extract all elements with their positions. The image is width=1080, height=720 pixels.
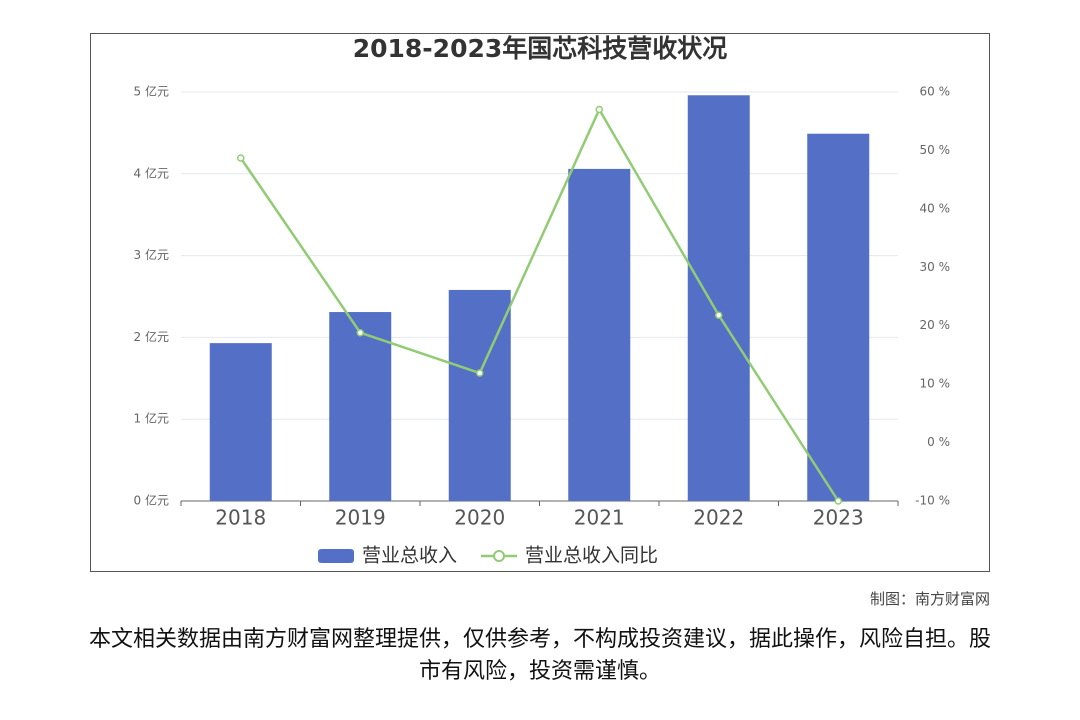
x-tick-label: 2023: [813, 506, 864, 530]
y-tick-label: 2 亿元: [134, 329, 169, 344]
y2-tick-label: 10 %: [920, 377, 951, 391]
y2-tick-label: 30 %: [920, 260, 951, 274]
bar: [329, 312, 392, 501]
x-tick-label: 2020: [454, 506, 505, 530]
y-tick-label: 3 亿元: [134, 247, 169, 262]
chart: 2018-2023年国芯科技营收状况 0 亿元 1 亿元 2 亿元 3 亿元 4 亿元 5…: [90, 33, 990, 572]
y2-tick-label: -10 %: [915, 494, 950, 508]
y2-tick-label: 20 %: [920, 318, 951, 332]
y2-tick-label: 50 %: [920, 143, 951, 157]
bar: [687, 95, 750, 501]
x-tick-label: 2018: [215, 506, 266, 530]
line-point: [356, 328, 364, 337]
y2-tick-label: 60 %: [920, 85, 951, 99]
chart-title: 2018-2023年国芯科技营收状况: [353, 34, 728, 63]
x-tick-label: 2022: [693, 506, 744, 530]
y-tick-label: 0 亿元: [134, 493, 169, 508]
line-point: [476, 369, 484, 377]
bar: [568, 168, 631, 501]
legend-label: 营业总收入同比: [525, 545, 658, 567]
line-point: [595, 105, 603, 114]
line-point: [237, 154, 245, 162]
y-tick-label: 1 亿元: [134, 411, 169, 426]
x-tick-label: 2021: [574, 506, 625, 530]
legend-swatch-point: [493, 550, 506, 562]
bar: [807, 133, 870, 501]
x-tick-label: 2019: [335, 506, 386, 530]
disclaimer: 本文相关数据由南方财富网整理提供，仅供参考，不构成投资建议，据此操作，风险自担。…: [88, 627, 991, 684]
source: 制图：南方财富网: [869, 590, 990, 608]
legend-swatch: [318, 549, 354, 563]
legend-label: 营业总收入: [362, 545, 457, 567]
bar: [209, 343, 272, 501]
y-tick-label: 4 亿元: [134, 165, 169, 180]
line-point: [834, 497, 842, 505]
line-point: [715, 311, 723, 319]
bar: [448, 289, 511, 501]
line: [239, 106, 840, 502]
y2-tick-label: 0 %: [927, 435, 950, 449]
y2-tick-label: 40 %: [920, 201, 951, 215]
y-tick-label: 5 亿元: [134, 84, 169, 99]
